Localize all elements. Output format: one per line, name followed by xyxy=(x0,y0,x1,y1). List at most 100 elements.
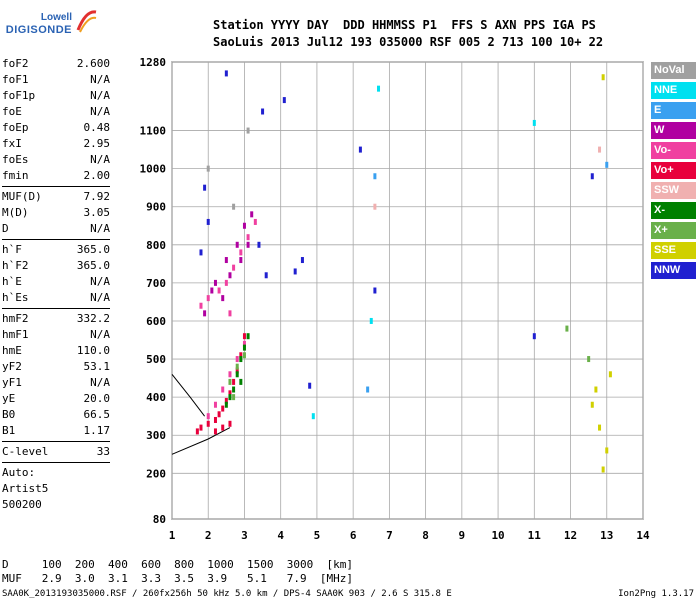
param-name: foF1 xyxy=(2,73,29,86)
param-name: h`E xyxy=(2,275,22,288)
reference-curve xyxy=(171,373,205,417)
echo-point xyxy=(206,420,210,427)
param-value: N/A xyxy=(90,291,110,304)
param-name: yE xyxy=(2,392,16,405)
param-name: fmin xyxy=(2,169,29,182)
echo-point xyxy=(598,424,602,431)
echo-point xyxy=(261,108,265,115)
echo-point xyxy=(213,416,217,423)
param-row: foEs N/A xyxy=(2,152,110,168)
param-value: 2.00 xyxy=(83,169,111,182)
echo-point xyxy=(598,146,602,153)
param-name: D xyxy=(2,222,9,235)
echo-point xyxy=(369,317,373,324)
param-name: h`F2 xyxy=(2,259,29,272)
param-name: hmF2 xyxy=(2,312,29,325)
echo-point xyxy=(239,249,243,256)
legend-item-ssw: SSW xyxy=(651,182,696,199)
param-value: 2.600 xyxy=(76,57,110,70)
param-row: hmF1 N/A xyxy=(2,327,110,343)
param-row: B1 1.17 xyxy=(2,423,110,439)
echo-point xyxy=(308,382,312,389)
param-value: 332.2 xyxy=(76,312,110,325)
echo-point xyxy=(242,352,246,359)
echo-point xyxy=(587,356,591,363)
echo-point xyxy=(532,333,536,340)
param-name: h`F xyxy=(2,243,22,256)
divider xyxy=(2,186,110,187)
plot-frame xyxy=(171,61,644,520)
param-value: N/A xyxy=(90,376,110,389)
y-tick-label: 300 xyxy=(146,429,166,442)
polarization-legend: NoVal NNE E W Vo- Vo+ SSW X- X+ SSE NNW xyxy=(651,62,696,282)
echo-point xyxy=(250,211,254,218)
echo-point xyxy=(228,394,232,401)
echo-point xyxy=(358,146,362,153)
echo-point xyxy=(199,302,203,309)
legend-item-x-plus: X+ xyxy=(651,222,696,239)
legend-item-w: W xyxy=(651,122,696,139)
reference-curve xyxy=(171,427,231,455)
echo-point xyxy=(210,287,214,294)
echo-point xyxy=(239,356,243,363)
param-name: h`Es xyxy=(2,291,29,304)
param-value: 53.1 xyxy=(83,360,111,373)
param-value: N/A xyxy=(90,153,110,166)
echo-point xyxy=(206,295,210,302)
x-tick-label: 2 xyxy=(205,529,212,542)
legend-item-sse: SSE xyxy=(651,242,696,259)
echo-point xyxy=(605,447,609,454)
param-row: foF1 N/A xyxy=(2,72,110,88)
echo-point xyxy=(605,161,609,168)
echo-point xyxy=(213,279,217,286)
echo-point xyxy=(232,203,236,210)
x-tick-label: 7 xyxy=(386,529,393,542)
echo-point xyxy=(228,420,232,427)
clevel-row: C-level 33 xyxy=(2,444,110,460)
divider xyxy=(2,462,110,463)
param-value: 3.05 xyxy=(83,206,111,219)
autoscale-program: Artist5 xyxy=(2,482,49,495)
param-row: foF1p N/A xyxy=(2,88,110,104)
echo-point xyxy=(253,218,257,225)
echo-point xyxy=(206,218,210,225)
echo-point xyxy=(366,386,370,393)
header-columns: Station YYYY DAY DDD HHMMSS P1 FFS S AXN… xyxy=(213,18,596,32)
scaled-parameters-panel: foF2 2.600 foF1 N/A foF1p N/A foE N/A foEp 0.… xyxy=(2,56,110,513)
param-name: MUF(D) xyxy=(2,190,42,203)
echo-point xyxy=(565,325,569,332)
echo-point xyxy=(235,241,239,248)
param-value: N/A xyxy=(90,73,110,86)
param-row: h`E N/A xyxy=(2,274,110,290)
logo-line1: Lowell xyxy=(40,12,72,23)
divider xyxy=(2,308,110,309)
param-name: fxI xyxy=(2,137,22,150)
echo-point xyxy=(217,287,221,294)
param-value: 365.0 xyxy=(76,259,110,272)
x-tick-label: 6 xyxy=(350,529,357,542)
distance-row: D 100 200 400 600 800 1000 1500 3000 [km… xyxy=(2,558,353,571)
echo-point xyxy=(246,333,250,340)
echo-point xyxy=(224,70,228,77)
y-tick-label: 700 xyxy=(146,277,166,290)
x-tick-label: 4 xyxy=(277,529,284,542)
legend-item-nnw: NNW xyxy=(651,262,696,279)
version-info: Ion2Png 1.3.17 xyxy=(618,589,694,599)
legend-item-noval: NoVal xyxy=(651,62,696,79)
param-row: fmin 2.00 xyxy=(2,168,110,184)
x-tick-label: 8 xyxy=(422,529,429,542)
echo-point xyxy=(293,268,297,275)
legend-item-nne: NNE xyxy=(651,82,696,99)
x-tick-label: 5 xyxy=(314,529,321,542)
legend-item-x-minus: X- xyxy=(651,202,696,219)
params-group-muf: MUF(D) 7.92 M(D) 3.05 D N/A xyxy=(2,189,110,237)
echo-point xyxy=(199,424,203,431)
x-tick-label: 14 xyxy=(636,529,650,542)
x-tick-label: 3 xyxy=(241,529,248,542)
echo-point xyxy=(232,264,236,271)
header-values: SaoLuis 2013 Jul12 193 035000 RSF 005 2 … xyxy=(213,35,604,49)
echo-point xyxy=(235,356,239,363)
echo-point xyxy=(224,397,228,404)
y-tick-label: 1000 xyxy=(140,163,167,176)
param-row: hmE 110.0 xyxy=(2,343,110,359)
